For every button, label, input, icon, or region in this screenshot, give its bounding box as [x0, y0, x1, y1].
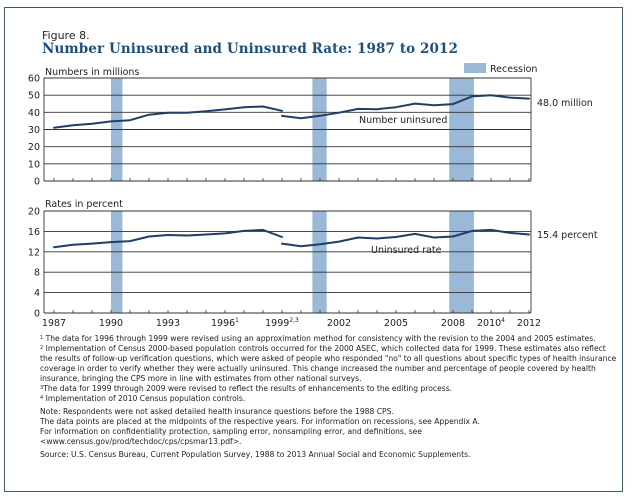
x-tick-label: 2002: [327, 318, 351, 329]
x-tick-label: 2005: [384, 318, 408, 329]
footnote-text: Implementation of Census 2000-based popu…: [40, 344, 617, 383]
legend-recession-label: Recession: [490, 64, 537, 75]
x-tick-label: 2008: [441, 318, 465, 329]
y-tick-label: 50: [28, 91, 40, 102]
x-tick-label: 1987: [42, 318, 66, 329]
footnote-mark: 4: [40, 395, 44, 401]
x-tick-label: 1990: [99, 318, 123, 329]
y-tick-label: 8: [34, 268, 40, 279]
footnote-mark: 2: [40, 345, 44, 351]
panel-title: Numbers in millions: [45, 67, 139, 78]
figure-title: Number Uninsured and Uninsured Rate: 198…: [42, 41, 459, 57]
footnote-3: 3The data for 1999 through 2009 were rev…: [40, 384, 620, 394]
x-tick-label: 1993: [156, 318, 180, 329]
x-tick-superscript: 4: [501, 317, 505, 324]
y-tick-label: 40: [28, 108, 40, 119]
x-tick-superscript: 1: [235, 317, 239, 324]
series-line: [281, 94, 530, 120]
x-tick-label: 20104: [477, 317, 505, 329]
note-url: <www.census.gov/prod/techdoc/cps/cpsmar1…: [40, 437, 242, 446]
y-tick-label: 10: [28, 159, 40, 170]
end-value-label: 15.4 percent: [537, 230, 598, 241]
y-tick-label: 30: [28, 125, 40, 136]
y-tick-label: 0: [34, 309, 40, 320]
chart-panel-rate: 0 4 8 12 16 20 Rates in percent Uninsured rate 1…: [28, 199, 598, 320]
footnote-text: Implementation of 2010 Census population…: [45, 394, 246, 403]
y-tick-label: 20: [28, 142, 40, 153]
x-tick-label: 19961: [211, 317, 239, 329]
x-tick-label: 19992,3: [265, 317, 299, 329]
recession-bar: [312, 211, 327, 313]
end-value-label: 48.0 million: [537, 98, 593, 109]
footnote-text: The data for 1996 through 1999 were revi…: [45, 334, 596, 343]
source-line: Source: U.S. Census Bureau, Current Popu…: [40, 450, 471, 459]
footnote-4: 4 Implementation of 2010 Census populati…: [40, 394, 620, 404]
y-tick-label: 60: [28, 74, 40, 85]
legend-recession-swatch: [464, 63, 486, 73]
note-respondents: Note: Respondents were not asked detaile…: [40, 407, 394, 416]
footnote-mark: 1: [40, 335, 44, 341]
x-tick-label: 2012: [517, 318, 541, 329]
recession-bar: [111, 211, 123, 313]
y-tick-label: 4: [34, 288, 40, 299]
panel-title: Rates in percent: [45, 199, 123, 210]
y-tick-label: 12: [28, 247, 40, 258]
x-tick-superscript: 2,3: [289, 317, 299, 324]
footnote-2: 2 Implementation of Census 2000-based po…: [40, 344, 620, 384]
series-line: [53, 105, 283, 129]
y-tick-label: 16: [28, 227, 40, 238]
footnote-mark: 3: [40, 385, 44, 391]
recession-bar: [449, 211, 474, 313]
series-label: Number uninsured: [359, 115, 447, 126]
y-tick-label: 20: [28, 207, 40, 218]
note-midpoints: The data points are placed at the midpoi…: [40, 417, 480, 426]
footnotes: 1 The data for 1996 through 1999 were re…: [40, 334, 620, 460]
note-confidentiality: For information on confidentiality prote…: [40, 427, 422, 436]
series-line: [281, 228, 530, 248]
y-tick-label: 0: [34, 177, 40, 188]
footnote-1: 1 The data for 1996 through 1999 were re…: [40, 334, 620, 344]
figure-label: Figure 8.: [42, 29, 90, 42]
footnote-text: The data for 1999 through 2009 were revi…: [43, 384, 453, 393]
series-line: [53, 228, 283, 249]
series-label: Uninsured rate: [371, 245, 442, 256]
chart-panel-number: 0 10 20 30 40 50 60 Numbers in millions Number u…: [28, 67, 593, 188]
